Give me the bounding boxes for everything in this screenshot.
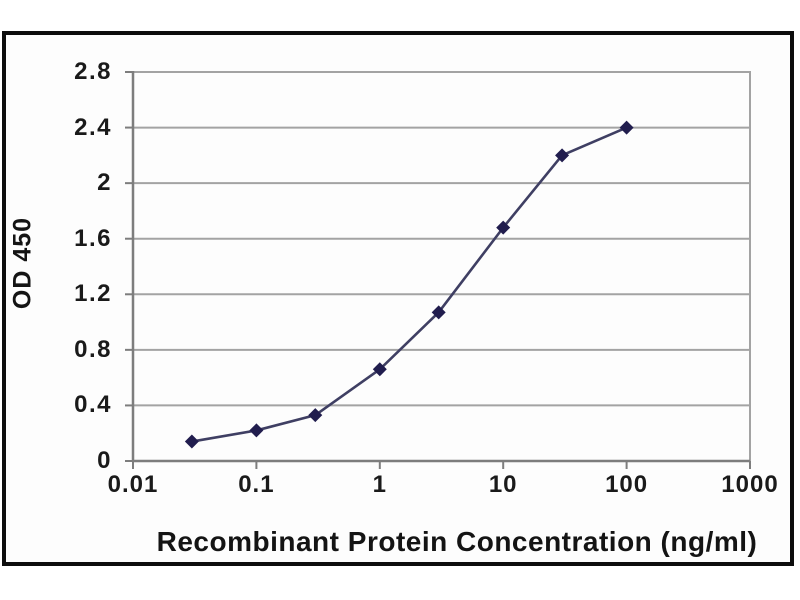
y-axis-title: OD 450: [8, 216, 37, 310]
x-tick-label: 0.1: [238, 471, 275, 498]
x-tick-label: 1: [372, 471, 387, 498]
y-tick-label: 2.4: [74, 113, 112, 141]
y-tick-label: 2: [97, 169, 112, 197]
x-tick-label: 10: [488, 471, 518, 498]
y-tick-label: 1.6: [74, 224, 112, 252]
x-axis-title: Recombinant Protein Concentration (ng/ml…: [156, 526, 758, 557]
y-tick-label: 0.8: [74, 335, 112, 363]
y-tick-label: 0: [97, 447, 112, 474]
x-tick-label: 0.01: [107, 471, 159, 498]
y-tick-label: 2.8: [74, 58, 112, 85]
x-tick-label: 100: [605, 471, 649, 498]
x-tick-label: 1000: [721, 471, 779, 498]
y-tick-label: 0.4: [74, 391, 112, 419]
y-tick-label: 1.2: [74, 280, 112, 308]
